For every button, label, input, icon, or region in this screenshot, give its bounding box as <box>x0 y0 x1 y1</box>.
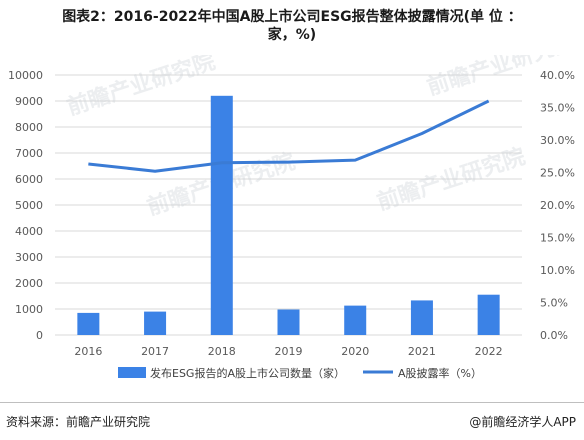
x-axis-tick-label: 2016 <box>74 345 102 358</box>
left-axis-tick-label: 9000 <box>15 95 43 108</box>
left-axis-tick-label: 7000 <box>15 147 43 160</box>
left-axis-tick-label: 5000 <box>15 199 43 212</box>
right-axis-tick-label: 0.0% <box>540 329 568 342</box>
disclosure-rate-line <box>88 99 490 173</box>
x-axis-tick-label: 2018 <box>208 345 236 358</box>
left-axis-tick-label: 3000 <box>15 251 43 264</box>
footer-divider <box>0 402 584 403</box>
right-axis-tick-label: 35.0% <box>540 102 575 115</box>
right-axis-tick-label: 40.0% <box>540 69 575 82</box>
left-axis-tick-label: 2000 <box>15 277 43 290</box>
watermark-text: 前瞻产业研究院 <box>64 55 219 121</box>
chart-title-line1: 图表2：2016-2022年中国A股上市公司ESG报告整体披露情况(单 位 ： <box>62 9 522 25</box>
right-axis-tick-label: 20.0% <box>540 199 575 212</box>
credit-note: @前瞻经济学人APP <box>469 415 576 429</box>
left-axis-tick-label: 0 <box>36 329 43 342</box>
left-axis-tick-label: 1000 <box>15 303 43 316</box>
bar-2018 <box>210 95 233 335</box>
bar-series <box>77 95 500 335</box>
legend-bar-label: 发布ESG报告的A股上市公司数量（家） <box>150 366 345 380</box>
right-axis-tick-label: 15.0% <box>540 232 575 245</box>
x-axis-tick-label: 2020 <box>341 345 369 358</box>
watermark-layer: 前瞻产业研究院前瞻产业研究院前瞻产业研究院前瞻产业研究院 <box>64 28 579 220</box>
left-axis-tick-label: 6000 <box>15 173 43 186</box>
chart-title-line2: 家，%) <box>267 27 317 43</box>
bar-2020 <box>344 305 367 335</box>
legend-bar-swatch <box>118 367 146 378</box>
legend-line-label: A股披露率（%） <box>398 366 482 380</box>
chart-title: 图表2：2016-2022年中国A股上市公司ESG报告整体披露情况(单 位 ： … <box>12 8 572 44</box>
bar-2016 <box>77 312 100 335</box>
bar-2021 <box>410 300 433 335</box>
x-axis-tick-label: 2022 <box>475 345 503 358</box>
gridlines <box>55 74 522 336</box>
right-axis-tick-label: 5.0% <box>540 297 568 310</box>
right-axis-tick-label: 10.0% <box>540 264 575 277</box>
left-axis-tick-label: 10000 <box>8 69 43 82</box>
x-axis-ticks: 2016 2017 2018 2019 2020 2021 2022 <box>74 345 502 358</box>
left-axis-ticks: 0 1000 2000 3000 4000 5000 6000 7000 8000 9000 100… <box>8 69 43 342</box>
source-note: 资料来源：前瞻产业研究院 <box>6 415 151 429</box>
x-axis-tick-label: 2019 <box>275 345 303 358</box>
bar-2019 <box>277 309 300 335</box>
x-axis-tick-label: 2017 <box>141 345 169 358</box>
legend: 发布ESG报告的A股上市公司数量（家） A股披露率（%） <box>118 366 482 380</box>
chart-area: 前瞻产业研究院前瞻产业研究院前瞻产业研究院前瞻产业研究院 0 1000 2000 30… <box>0 28 584 400</box>
left-axis-tick-label: 8000 <box>15 121 43 134</box>
x-axis-tick-label: 2021 <box>408 345 436 358</box>
left-axis-tick-label: 4000 <box>15 225 43 238</box>
right-axis-tick-label: 25.0% <box>540 167 575 180</box>
right-axis-ticks: 0.0% 5.0% 10.0% 15.0% 20.0% 25.0% 30.0% 35.0% 40… <box>540 69 575 342</box>
bar-2022 <box>477 294 500 335</box>
bar-2017 <box>144 311 167 335</box>
right-axis-tick-label: 30.0% <box>540 134 575 147</box>
combo-chart: 前瞻产业研究院前瞻产业研究院前瞻产业研究院前瞻产业研究院 0 1000 2000 30… <box>8 28 579 380</box>
line-series <box>88 99 490 173</box>
